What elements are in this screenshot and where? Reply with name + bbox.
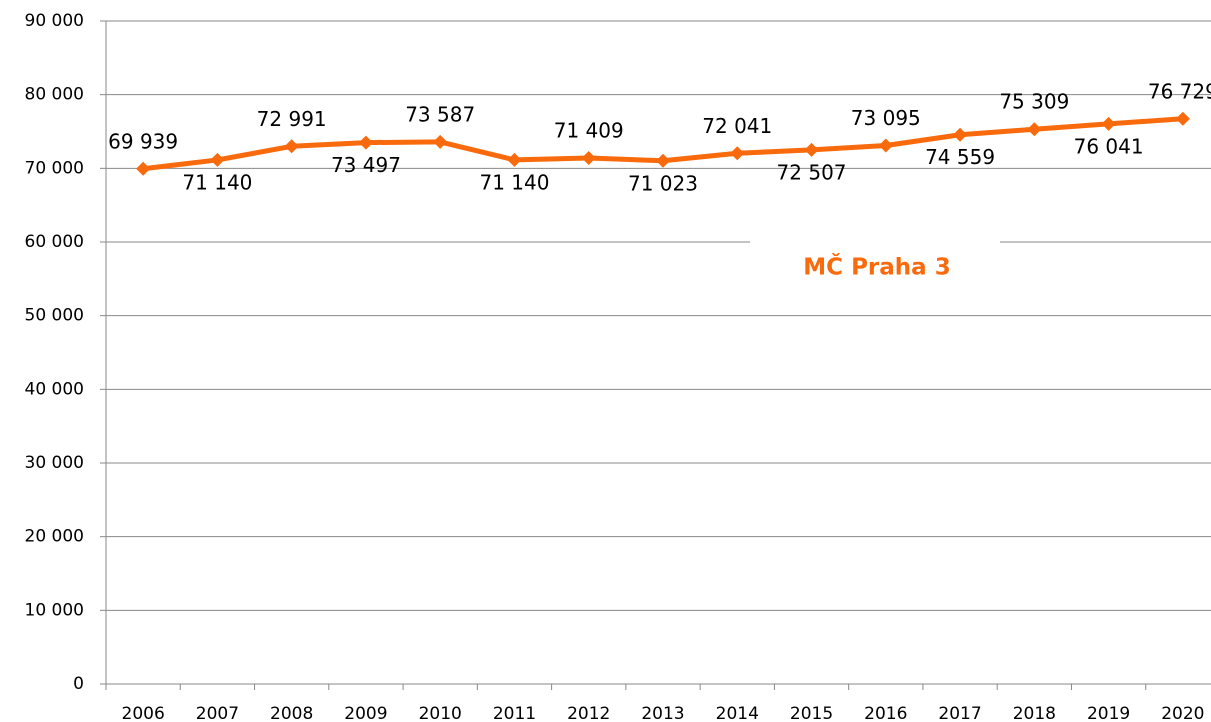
y-tick-label: 90 000 bbox=[25, 11, 84, 31]
marker bbox=[581, 150, 596, 165]
data-label: 74 559 bbox=[925, 145, 995, 169]
data-label: 73 497 bbox=[331, 153, 401, 177]
marker bbox=[358, 135, 373, 150]
x-tick-label: 2018 bbox=[1013, 704, 1056, 722]
marker bbox=[1101, 116, 1116, 131]
x-tick-label: 2013 bbox=[641, 704, 684, 722]
data-label: 72 507 bbox=[777, 160, 847, 184]
x-tick-label: 2012 bbox=[567, 704, 610, 722]
marker bbox=[953, 127, 968, 142]
marker bbox=[1175, 111, 1190, 126]
y-tick-label: 80 000 bbox=[25, 85, 84, 105]
data-label: 76 729 bbox=[1148, 79, 1211, 103]
y-tick-label: 70 000 bbox=[25, 158, 84, 178]
x-tick-label: 2008 bbox=[270, 704, 313, 722]
data-label: 71 140 bbox=[479, 170, 549, 194]
y-tick-label: 20 000 bbox=[25, 527, 84, 547]
marker bbox=[433, 134, 448, 149]
data-label: 75 309 bbox=[999, 90, 1069, 114]
marker bbox=[284, 139, 299, 154]
x-tick-label: 2020 bbox=[1161, 704, 1204, 722]
marker bbox=[1027, 122, 1042, 137]
data-label: 71 023 bbox=[628, 171, 698, 195]
marker bbox=[804, 142, 819, 157]
y-tick-label: 50 000 bbox=[25, 306, 84, 326]
marker bbox=[878, 138, 893, 153]
data-label: 71 140 bbox=[182, 170, 252, 194]
x-tick-label: 2006 bbox=[122, 704, 165, 722]
x-tick-label: 2009 bbox=[344, 704, 387, 722]
y-tick-label: 40 000 bbox=[25, 379, 84, 399]
y-tick-label: 10 000 bbox=[25, 600, 84, 620]
legend-box bbox=[750, 232, 1000, 304]
data-label: 73 587 bbox=[405, 102, 475, 126]
x-tick-label: 2017 bbox=[938, 704, 981, 722]
x-tick-label: 2015 bbox=[790, 704, 833, 722]
data-label: 69 939 bbox=[108, 129, 178, 153]
marker bbox=[136, 161, 151, 176]
x-tick-label: 2007 bbox=[196, 704, 239, 722]
x-tick-label: 2016 bbox=[864, 704, 907, 722]
data-label: 72 991 bbox=[257, 107, 327, 131]
legend-label: MČ Praha 3 bbox=[803, 253, 950, 281]
marker bbox=[210, 152, 225, 167]
data-label: 73 095 bbox=[851, 106, 921, 130]
data-label: 71 409 bbox=[554, 118, 624, 142]
x-tick-label: 2011 bbox=[493, 704, 536, 722]
y-tick-label: 60 000 bbox=[25, 232, 84, 252]
y-tick-label: 30 000 bbox=[25, 453, 84, 473]
data-label: 72 041 bbox=[702, 114, 772, 138]
data-label: 76 041 bbox=[1074, 134, 1144, 158]
marker bbox=[730, 146, 745, 161]
x-tick-label: 2010 bbox=[419, 704, 462, 722]
x-tick-label: 2014 bbox=[716, 704, 759, 722]
marker bbox=[507, 152, 522, 167]
y-tick-label: 0 bbox=[73, 674, 84, 694]
x-tick-label: 2019 bbox=[1087, 704, 1130, 722]
marker bbox=[656, 153, 670, 168]
